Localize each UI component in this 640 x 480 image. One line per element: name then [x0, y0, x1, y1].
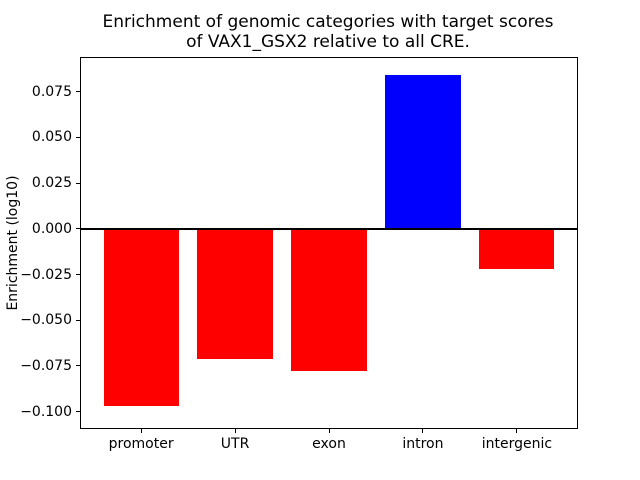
x-tick-mark: [328, 429, 330, 433]
x-tick-label-exon: exon: [312, 436, 346, 452]
chart-title: Enrichment of genomic categories with ta…: [102, 12, 554, 52]
y-tick-mark: [76, 182, 80, 184]
x-tick-mark: [140, 429, 142, 433]
y-tick-label: 0.075: [31, 83, 72, 100]
y-tick-label: 0.000: [31, 220, 72, 237]
y-tick-label: 0.025: [31, 175, 72, 192]
y-tick-mark: [76, 365, 80, 367]
y-axis-label: Enrichment (log10): [5, 175, 21, 311]
y-tick-label: 0.050: [31, 129, 72, 146]
bar-promoter: [103, 228, 179, 407]
x-tick-mark: [234, 429, 236, 433]
y-tick-mark: [76, 411, 80, 413]
x-tick-mark: [422, 429, 424, 433]
x-tick-label-intron: intron: [402, 436, 444, 452]
y-tick-label: −0.050: [20, 312, 72, 329]
bar-intron: [385, 75, 461, 229]
y-tick-mark: [76, 91, 80, 93]
bar-UTR: [197, 228, 273, 359]
x-tick-mark: [516, 429, 518, 433]
y-tick-mark: [76, 319, 80, 321]
y-tick-label: −0.025: [20, 266, 72, 283]
x-tick-label-intergenic: intergenic: [481, 436, 553, 452]
y-tick-label: −0.100: [20, 403, 72, 420]
y-tick-label: −0.075: [20, 357, 72, 374]
bar-exon: [291, 228, 367, 372]
x-tick-label-promoter: promoter: [108, 436, 174, 452]
bar-intergenic: [479, 228, 555, 270]
y-tick-mark: [76, 136, 80, 138]
x-tick-label-UTR: UTR: [220, 436, 250, 452]
plot-area: 0.075 0.050 0.025 0.000 −0.025 −0.050 −0.075 −0…: [20, 57, 578, 452]
zero-line: [81, 227, 577, 230]
y-tick-mark: [76, 274, 80, 276]
y-tick-mark: [76, 228, 80, 230]
